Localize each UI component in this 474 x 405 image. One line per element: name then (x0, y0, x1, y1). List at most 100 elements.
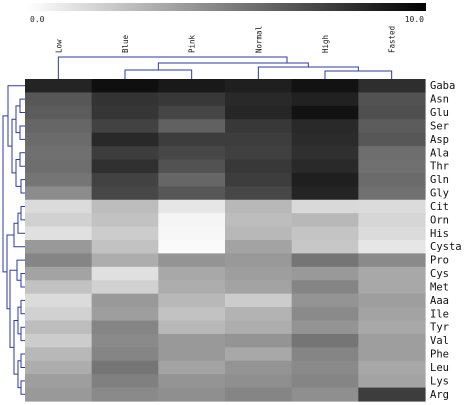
heatmap-cell-tyr-low (25, 320, 93, 335)
heatmap-cell-ile-normal (225, 307, 293, 322)
heatmap-cell-cit-high (291, 199, 359, 214)
row-dendrogram-branch (19, 98, 25, 114)
heatmap-cell-phe-high (291, 347, 359, 362)
row-dendrogram-branch (2, 115, 8, 273)
heatmap-cell-his-blue (91, 226, 159, 241)
heatmap-cell-arg-blue (91, 387, 159, 402)
heatmap-cell-lys-blue (91, 374, 159, 389)
heatmap-cell-cysta-fasted (358, 240, 426, 255)
heatmap-cell-leu-low (25, 360, 93, 375)
heatmap-cell-thr-low (25, 159, 93, 174)
heatmap-cell-ala-low (25, 146, 93, 161)
row-label-glu: Glu (430, 107, 449, 119)
heatmap-cell-ala-high (291, 146, 359, 161)
column-dendrogram-branch (124, 69, 193, 79)
column-label-high: High (321, 35, 330, 53)
heatmap-cell-asp-pink (158, 132, 226, 147)
heatmap-cell-gly-pink (158, 186, 226, 201)
heatmap-cell-ala-fasted (358, 146, 426, 161)
heatmap-cell-cys-pink (158, 266, 226, 281)
heatmap-cell-thr-fasted (358, 159, 426, 174)
row-dendrogram-branch (13, 320, 18, 375)
heatmap-cell-phe-fasted (358, 347, 426, 362)
heatmap-cell-his-normal (225, 226, 293, 241)
heatmap-cell-cit-low (25, 199, 93, 214)
heatmap-cell-met-normal (225, 280, 293, 295)
heatmap-cell-leu-pink (158, 360, 226, 375)
heatmap-cell-asp-normal (225, 132, 293, 147)
row-dendrogram-branch (20, 299, 25, 315)
heatmap-cell-asp-blue (91, 132, 159, 147)
heatmap-cell-ala-normal (225, 146, 293, 161)
column-dendrogram-branch (324, 70, 393, 79)
heatmap-cell-glu-blue (91, 105, 159, 120)
row-label-gly: Gly (430, 188, 449, 200)
row-label-phe: Phe (430, 349, 449, 361)
heatmap-cell-cit-blue (91, 199, 159, 214)
column-label-fasted: Fasted (388, 26, 397, 53)
heatmap-cell-val-low (25, 333, 93, 348)
heatmap-cell-cysta-low (25, 240, 93, 255)
row-dendrogram-branch (20, 273, 25, 288)
heatmap-cell-cys-low (25, 266, 93, 281)
heatmap-cell-orn-pink (158, 213, 226, 228)
heatmap-cell-lys-high (291, 374, 359, 389)
heatmap-cell-met-pink (158, 280, 226, 295)
heatmap-cell-aaa-normal (225, 293, 293, 308)
row-dendrogram-branch (20, 179, 25, 194)
heatmap-cell-cysta-pink (158, 240, 226, 255)
heatmap-cell-cit-pink (158, 199, 226, 214)
heatmap-cell-asp-low (25, 132, 93, 147)
heatmap-cell-ser-pink (158, 119, 226, 134)
heatmap-cell-pro-high (291, 253, 359, 268)
row-label-thr: Thr (430, 161, 449, 173)
row-label-cys: Cys (430, 268, 449, 280)
heatmap-cell-gln-low (25, 172, 93, 187)
column-dendrogram-branch (57, 56, 288, 79)
heatmap-cell-leu-blue (91, 360, 159, 375)
heatmap-cell-arg-fasted (358, 387, 426, 402)
heatmap-cell-orn-normal (225, 213, 293, 228)
row-label-met: Met (430, 281, 449, 293)
heatmap-cell-ile-fasted (358, 307, 426, 322)
heatmap-cell-pro-fasted (358, 253, 426, 268)
row-label-gln: Gln (430, 174, 449, 186)
heatmap-cell-leu-high (291, 360, 359, 375)
heatmap-cell-tyr-high (291, 320, 359, 335)
row-label-gaba: Gaba (430, 80, 455, 92)
heatmap-cell-glu-normal (225, 105, 293, 120)
heatmap-cell-cysta-blue (91, 240, 159, 255)
heatmap-cell-gly-normal (225, 186, 293, 201)
row-label-asn: Asn (430, 94, 449, 106)
row-labels: GabaAsnGluSerAspAlaThrGlnGlyCitOrnHisCys… (430, 80, 462, 401)
heatmap-cell-pro-normal (225, 253, 293, 268)
heatmap-cell-gaba-low (25, 79, 93, 94)
heatmap-cell-ser-high (291, 119, 359, 134)
heatmap-cell-asn-normal (225, 92, 293, 107)
column-label-pink: Pink (188, 34, 197, 53)
heatmap-cell-phe-pink (158, 347, 226, 362)
row-dendrogram-branch (19, 152, 25, 167)
heatmap-cell-asn-high (291, 92, 359, 107)
heatmap-cell-orn-blue (91, 213, 159, 228)
heatmap-cell-gln-blue (91, 172, 159, 187)
heatmap-cell-his-low (25, 226, 93, 241)
heatmap-cell-thr-blue (91, 159, 159, 174)
row-label-his: His (430, 228, 449, 240)
row-label-orn: Orn (430, 214, 449, 226)
column-label-normal: Normal (254, 26, 263, 53)
heatmap-cell-pro-pink (158, 253, 226, 268)
row-dendrogram-branch (20, 380, 25, 395)
heatmap-cell-cit-normal (225, 199, 293, 214)
row-label-cysta: Cysta (430, 241, 462, 253)
row-label-pro: Pro (430, 255, 449, 267)
row-dendrogram (2, 85, 25, 395)
heatmap-cell-asp-fasted (358, 132, 426, 147)
heatmap-cell-ile-low (25, 307, 93, 322)
heatmap-cell-arg-high (291, 387, 359, 402)
heatmap-cell-pro-blue (91, 253, 159, 268)
heatmap-cell-tyr-pink (158, 320, 226, 335)
heatmap-cell-lys-low (25, 374, 93, 389)
row-dendrogram-branch (20, 326, 25, 342)
heatmap-cell-tyr-blue (91, 320, 159, 335)
